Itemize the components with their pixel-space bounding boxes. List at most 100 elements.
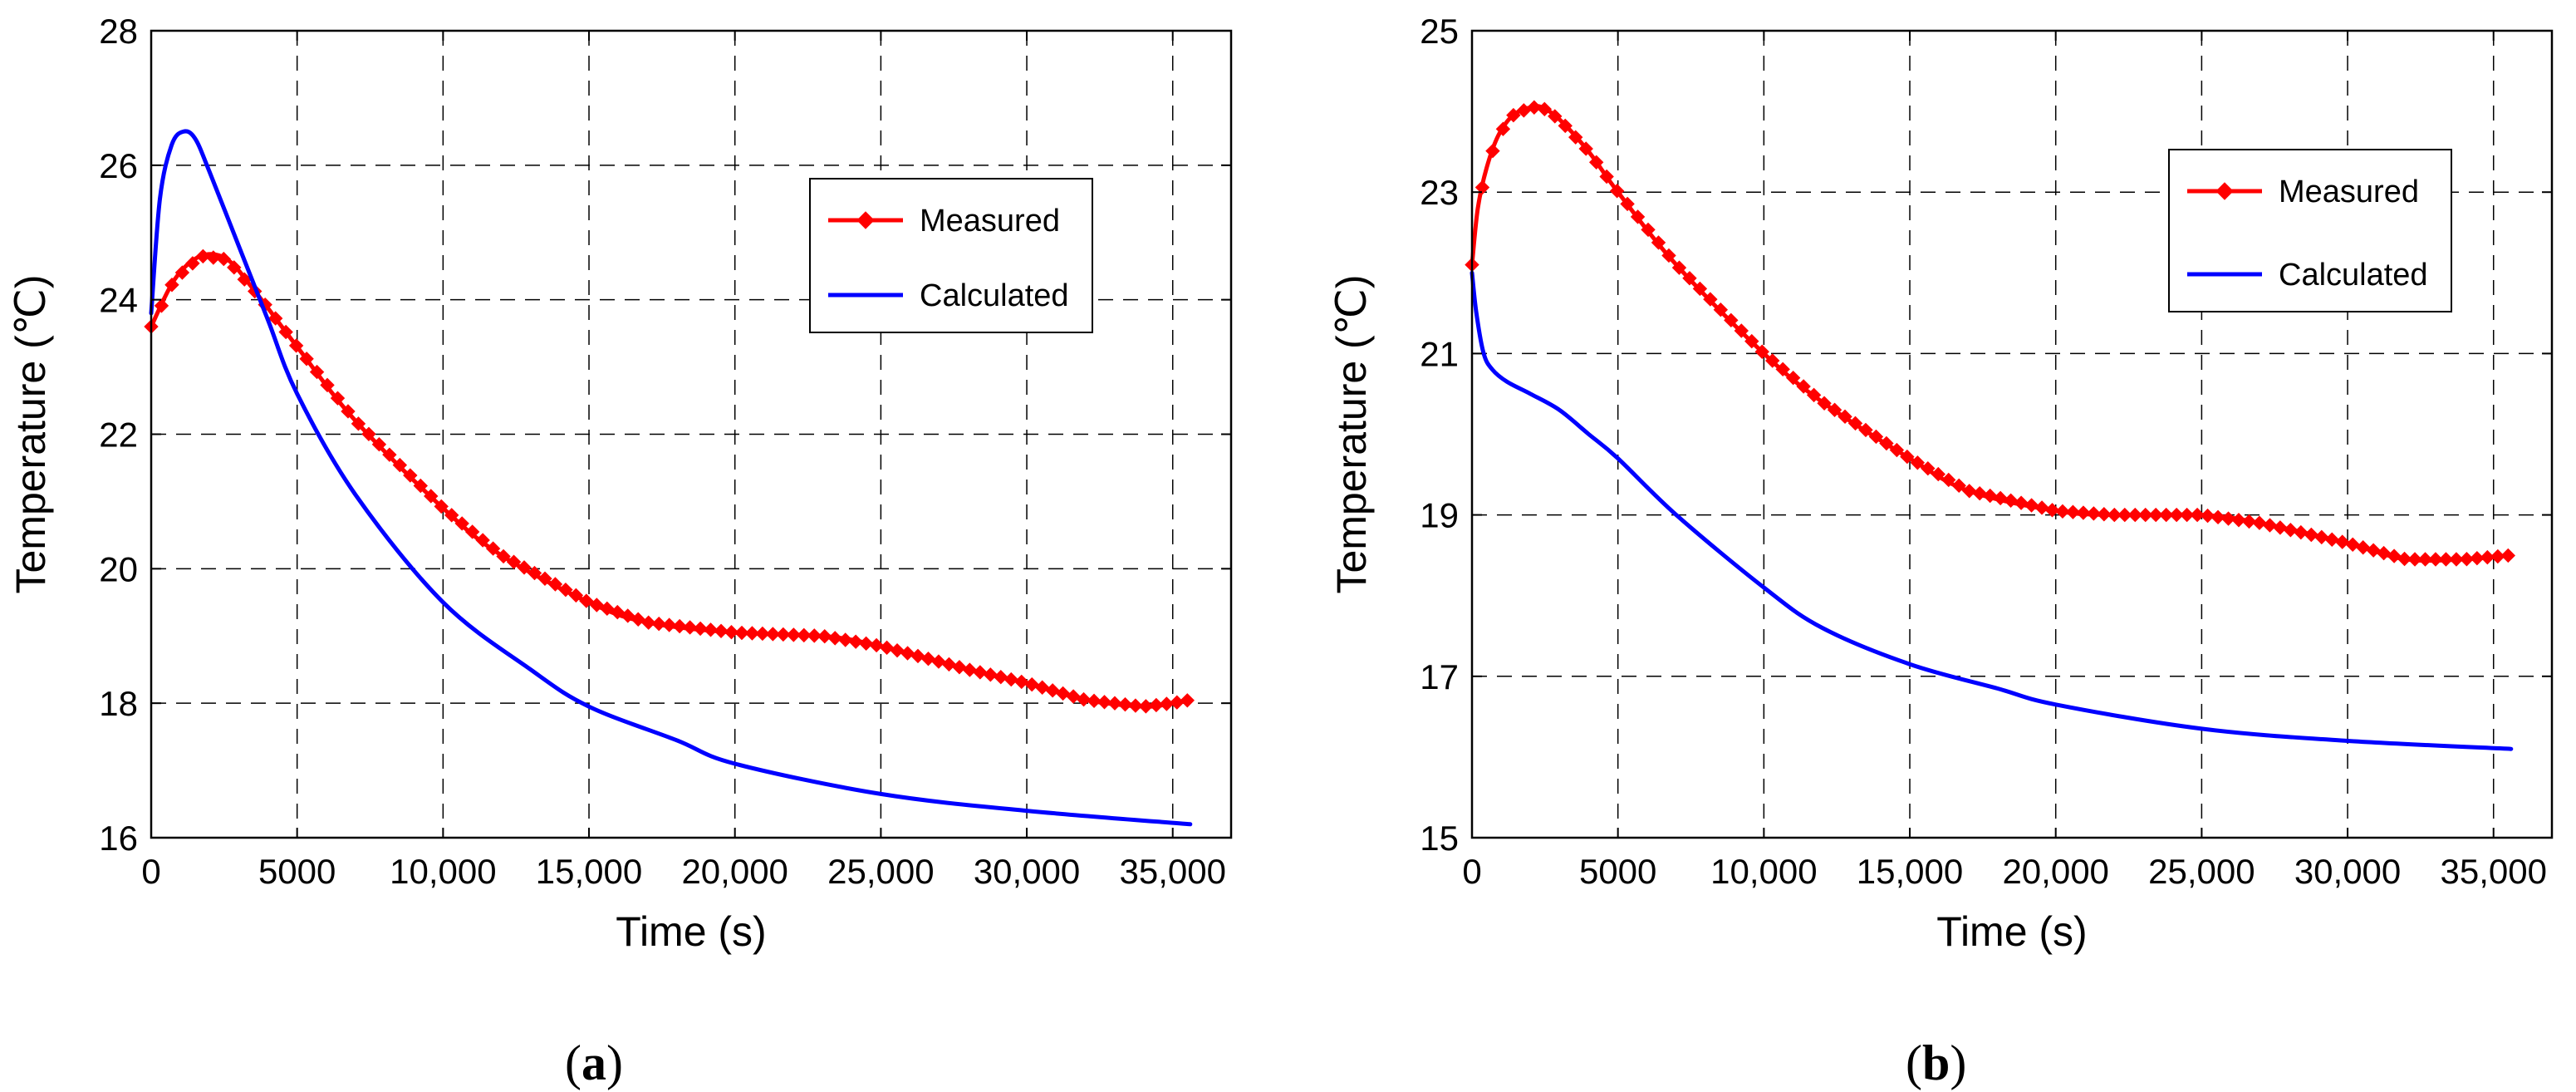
series-marker-measured (776, 627, 791, 642)
series-marker-measured (1754, 344, 1769, 359)
series-marker-measured (2148, 507, 2163, 523)
series-marker-measured (341, 404, 356, 419)
x-tick-label: 20,000 (2002, 852, 2108, 891)
legend-label-calculated: Calculated (2279, 258, 2428, 293)
series-marker-measured (1066, 689, 1081, 704)
y-tick-label: 17 (1420, 657, 1459, 696)
series-marker-measured (2355, 540, 2371, 555)
series-marker-measured (651, 616, 666, 632)
series-marker-measured (517, 560, 532, 575)
series-marker-measured (1548, 109, 1563, 124)
series-marker-measured (2490, 548, 2505, 564)
x-tick-label: 5000 (258, 852, 336, 891)
series-marker-measured (994, 669, 1008, 685)
series-marker-measured (2034, 500, 2049, 515)
series-marker-measured (1858, 422, 1873, 438)
series-marker-measured (206, 250, 221, 265)
series-marker-measured (403, 468, 418, 483)
series-marker-measured (1495, 121, 1511, 136)
series-marker-measured (724, 625, 739, 640)
y-tick-label: 20 (99, 549, 138, 588)
series-marker-measured (765, 627, 781, 642)
series-marker-measured (2179, 507, 2195, 523)
series-marker-measured (320, 377, 335, 393)
series-marker-measured (1713, 302, 1729, 317)
series-marker-measured (962, 662, 978, 677)
series-marker-measured (1014, 674, 1029, 690)
series-marker-measured (1003, 671, 1018, 687)
series-marker-measured (848, 634, 863, 649)
series-marker-measured (2220, 511, 2236, 526)
series-marker-measured (2283, 523, 2299, 538)
y-tick-label: 28 (99, 12, 138, 51)
series-marker-measured (1045, 683, 1060, 698)
series-marker-measured (1817, 396, 1832, 411)
series-marker-measured (434, 499, 449, 514)
series-marker-measured (900, 646, 915, 661)
series-marker-measured (2086, 506, 2102, 521)
legend-box (2168, 149, 2452, 312)
series-marker-measured (185, 256, 200, 271)
series-marker-measured (2470, 550, 2485, 566)
caption-letter: b (1921, 1035, 1950, 1090)
series-marker-measured (734, 625, 749, 641)
chart-panel-b: 0 5000 10,000 15,000 20,000 25,000 30,000 35,00… (1328, 12, 2554, 955)
series-marker-measured (299, 352, 314, 366)
x-axis-label: Time (s) (616, 908, 766, 955)
series-marker-measured (920, 652, 936, 667)
series-marker-measured (1734, 323, 1749, 338)
series-marker-measured (2003, 493, 2019, 508)
x-tick-label: 0 (1462, 852, 1481, 891)
x-tick-label: 25,000 (827, 852, 934, 891)
series-marker-measured (2304, 527, 2319, 543)
x-tick-label: 5000 (1579, 852, 1656, 891)
series-marker-measured (527, 565, 542, 581)
series-marker-measured (1578, 141, 1593, 156)
x-tick-label: 35,000 (2440, 852, 2546, 891)
series-marker-measured (661, 617, 677, 632)
series-marker-measured (1982, 488, 1998, 504)
series-marker-measured (2459, 552, 2475, 567)
series-marker-measured (786, 627, 802, 642)
series-marker-measured (2376, 545, 2392, 561)
series-marker-measured (2324, 532, 2339, 547)
series-marker-measured (1827, 402, 1842, 417)
series-marker-measured (164, 278, 179, 293)
series-marker-measured (579, 593, 594, 608)
series-marker-measured (1537, 101, 1553, 117)
series-marker-measured (2314, 529, 2329, 545)
series-marker-measured (2417, 552, 2433, 567)
series-marker-measured (475, 533, 490, 548)
series-marker-measured (1609, 184, 1625, 199)
series-marker-measured (1588, 155, 1604, 170)
series-marker-measured (1724, 312, 1739, 328)
series-marker-measured (2065, 504, 2081, 519)
x-tick-label: 10,000 (1710, 852, 1817, 891)
series-marker-measured (983, 667, 999, 682)
series-marker-measured (744, 626, 760, 641)
series-marker-measured (2055, 504, 2070, 519)
series-marker-measured (952, 660, 967, 675)
x-axis-label: Time (s) (1936, 908, 2087, 955)
series-marker-measured (1024, 676, 1039, 692)
y-tick-label: 22 (99, 416, 138, 455)
legend-box (809, 178, 1093, 333)
series-marker-measured (807, 628, 822, 643)
panel-caption-b: (b) (1906, 1035, 1966, 1092)
series-marker-measured (1180, 693, 1195, 708)
series-marker-measured (682, 620, 698, 635)
y-tick-label: 21 (1420, 334, 1459, 373)
series-marker-measured (267, 311, 283, 326)
series-marker-measured (693, 621, 708, 637)
series-marker-measured (154, 298, 169, 313)
series-marker-measured (1599, 169, 1614, 184)
y-tick-label: 24 (99, 281, 138, 320)
series-marker-measured (2044, 503, 2060, 518)
series-marker-measured (1692, 281, 1708, 297)
series-marker-measured (1868, 429, 1884, 445)
series-line-calculated (149, 129, 1193, 827)
series-marker-measured (2231, 513, 2246, 528)
series-marker-measured (2097, 507, 2112, 522)
series-marker-measured (454, 516, 469, 531)
